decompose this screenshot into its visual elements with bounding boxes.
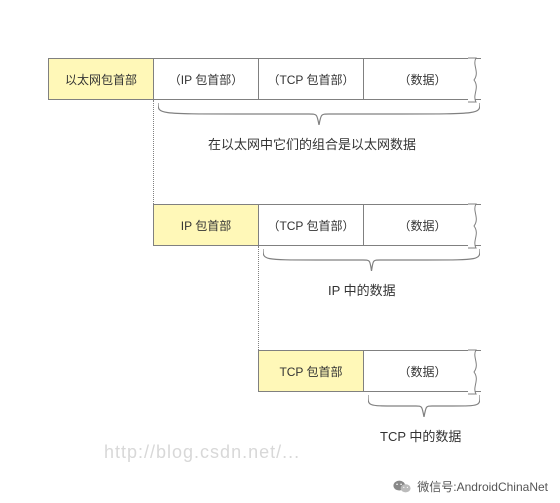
data-label: （数据） xyxy=(398,363,446,380)
packet-row-ip: IP 包首部 （TCP 包首部） （数据） xyxy=(153,204,481,246)
brace-icon xyxy=(368,395,480,417)
data-cell: （数据） xyxy=(363,350,481,392)
torn-edge-icon xyxy=(468,204,482,248)
data-cell: （数据） xyxy=(363,58,481,100)
footer: 微信号:AndroidChinaNet xyxy=(393,478,548,495)
data-label: （数据） xyxy=(398,71,446,88)
caption-ethernet: 在以太网中它们的组合是以太网数据 xyxy=(208,134,416,153)
ip-header-cell: IP 包首部 xyxy=(153,204,259,246)
tcp-header-cell: （TCP 包首部） xyxy=(258,204,364,246)
brace-icon xyxy=(158,103,480,125)
torn-edge-icon xyxy=(468,350,482,394)
guide-line xyxy=(153,100,154,204)
wechat-icon xyxy=(393,479,411,494)
footer-label: 微信号:AndroidChinaNet xyxy=(417,478,548,495)
packet-row-tcp: TCP 包首部 （数据） xyxy=(258,350,481,392)
watermark-text: http://blog.csdn.net/... xyxy=(104,442,300,463)
data-cell: （数据） xyxy=(363,204,481,246)
caption-ip: IP 中的数据 xyxy=(328,280,396,299)
tcp-header-cell: TCP 包首部 xyxy=(258,350,364,392)
caption-tcp: TCP 中的数据 xyxy=(380,426,461,445)
tcp-header-cell: （TCP 包首部） xyxy=(258,58,364,100)
data-label: （数据） xyxy=(398,217,446,234)
guide-line xyxy=(258,246,259,350)
ip-header-cell: （IP 包首部） xyxy=(153,58,259,100)
packet-row-ethernet: 以太网包首部 （IP 包首部） （TCP 包首部） （数据） xyxy=(48,58,481,100)
torn-edge-icon xyxy=(468,58,482,102)
ethernet-header-cell: 以太网包首部 xyxy=(48,58,154,100)
brace-icon xyxy=(263,249,480,271)
